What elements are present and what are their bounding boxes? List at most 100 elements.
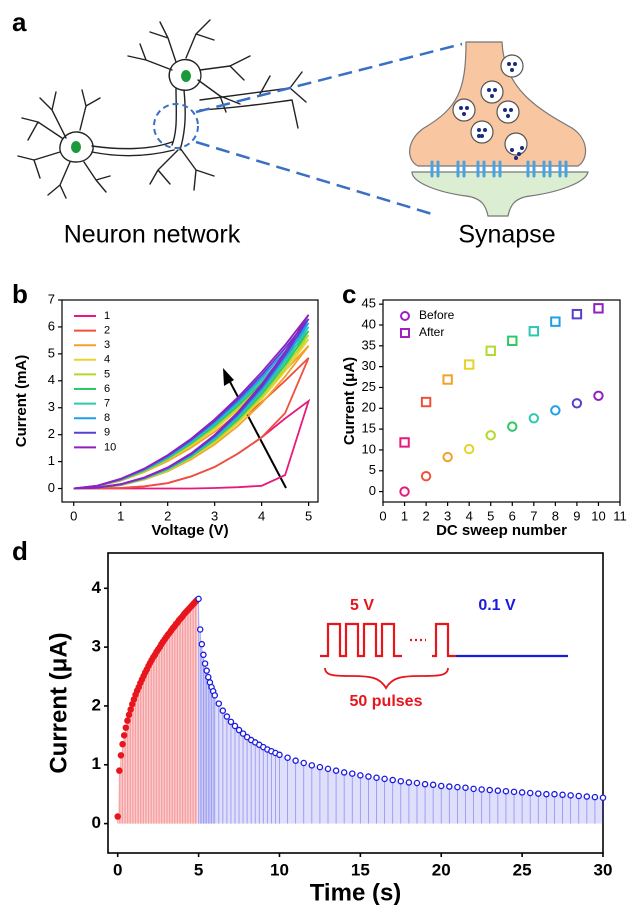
marker [462, 784, 469, 791]
marker [122, 724, 130, 731]
marker [599, 794, 607, 801]
marker [239, 730, 247, 737]
marker [399, 486, 410, 497]
x-tick-label: 6 [509, 509, 516, 524]
marker [429, 781, 437, 789]
marker [219, 707, 227, 714]
x-tick-label: 15 [351, 860, 370, 879]
marker [478, 786, 485, 793]
x-tick-label: 5 [194, 860, 203, 879]
y-tick-label: 30 [362, 358, 376, 373]
x-tick-label: 2 [422, 509, 429, 524]
x-tick-label: 0 [70, 509, 77, 524]
y-tick-label: 40 [362, 316, 376, 331]
marker [196, 626, 204, 633]
legend-label: 3 [104, 339, 110, 351]
y-tick-label: 4 [92, 578, 102, 597]
x-tick-label: 1 [117, 509, 124, 524]
marker [463, 443, 475, 455]
x-tick-label: 20 [432, 860, 451, 879]
y-tick-label: 3 [48, 399, 55, 414]
marker [507, 421, 518, 432]
y-tick-label: 5 [369, 462, 376, 477]
x-tick-label: 25 [513, 860, 532, 879]
marker [114, 813, 121, 820]
marker [575, 792, 582, 800]
marker [486, 786, 494, 794]
y-tick-label: 5 [48, 345, 55, 360]
marker [235, 726, 243, 734]
y-tick-label: 10 [362, 441, 376, 456]
marker [571, 308, 583, 320]
marker [528, 413, 540, 424]
marker [463, 359, 475, 370]
legend-label: 1 [104, 310, 110, 322]
y-tick-label: 1 [48, 453, 55, 468]
y-tick-label: 7 [48, 291, 55, 306]
marker [420, 396, 432, 408]
marker [127, 706, 134, 713]
marker [284, 754, 291, 761]
y-tick-label: 45 [362, 296, 376, 311]
marker [526, 789, 534, 797]
marker [201, 660, 209, 667]
marker [593, 303, 604, 314]
x-tick-label: 1 [401, 509, 408, 524]
zoom-circle [153, 103, 199, 149]
x-tick-label: 3 [211, 509, 218, 524]
panel-label: c [342, 279, 356, 309]
x-tick-label: 4 [466, 509, 473, 524]
x-axis-label: Voltage (V) [151, 522, 228, 539]
nucleus [71, 141, 81, 153]
marker [381, 775, 388, 783]
marker [399, 437, 410, 448]
marker [559, 791, 566, 799]
y-axis-label: Current (mA) [13, 355, 30, 448]
x-axis-label: Time (s) [310, 879, 402, 905]
y-tick-label: 3 [92, 637, 101, 656]
marker [446, 783, 453, 790]
marker [120, 732, 128, 739]
caption: Synapse [458, 221, 555, 249]
marker [365, 773, 372, 780]
marker [195, 595, 202, 603]
y-tick-label: 0 [369, 483, 376, 498]
y-tick-label: 2 [48, 426, 55, 441]
marker [116, 767, 123, 774]
y-tick-label: 20 [362, 400, 376, 415]
plot-frame [107, 552, 604, 854]
neuron-drawing [17, 19, 463, 216]
plot-frame [382, 299, 621, 503]
panel-label: d [12, 536, 28, 566]
marker [405, 779, 413, 786]
marker [442, 451, 453, 463]
marker [550, 405, 561, 416]
y-tick-label: 15 [362, 421, 376, 436]
marker [215, 700, 223, 707]
iv-curve [73, 314, 310, 490]
marker [276, 751, 283, 759]
legend-label: 5 [104, 368, 110, 380]
pulse-diagram [320, 622, 568, 690]
marker [485, 430, 496, 441]
marker [117, 752, 125, 759]
marker [227, 718, 235, 726]
arrow [227, 377, 287, 489]
legend-label: 10 [104, 441, 116, 453]
marker [485, 345, 496, 357]
marker [124, 717, 131, 724]
synapse-drawing [409, 41, 589, 217]
legend-label: 4 [104, 354, 110, 366]
marker [518, 789, 526, 796]
x-tick-label: 7 [530, 509, 537, 524]
y-tick-label: 0 [92, 813, 101, 832]
panel-label: b [12, 279, 28, 309]
panel-label: a [12, 7, 27, 37]
marker [300, 759, 307, 767]
zoom-line [195, 140, 433, 216]
marker [567, 792, 574, 799]
marker [397, 777, 405, 785]
marker [550, 316, 561, 327]
marker [389, 776, 396, 784]
